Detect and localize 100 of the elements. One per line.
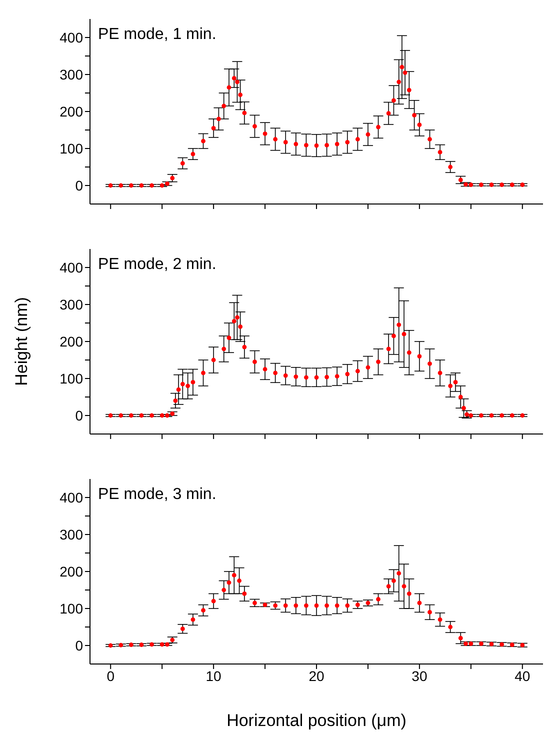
point [222,346,226,352]
point [226,580,232,585]
point [396,571,402,576]
x-tick-label: 30 [412,668,428,684]
y-tick-label: 0 [75,637,84,654]
chart-title: PE mode, 2 min. [98,256,216,274]
point [273,370,278,376]
point [180,382,185,386]
point [232,76,236,80]
point [406,88,412,92]
point [345,372,350,376]
point [235,80,240,84]
point [386,111,391,116]
point [232,318,236,324]
point [283,603,288,608]
point [201,608,206,613]
point [428,610,432,614]
point [283,373,288,378]
x-tick-label: 40 [514,668,530,684]
x-axis-title: Horizontal position (μm) [226,711,406,730]
point [392,98,396,103]
point [222,588,226,592]
y-tick-label: 200 [60,103,84,120]
point [304,375,308,380]
y-tick-label: 0 [75,407,84,424]
point [334,374,340,378]
point [222,104,226,108]
point [334,603,340,608]
point [262,367,268,372]
point [190,152,196,156]
chart-title: PE mode, 1 min. [98,26,216,44]
point [180,161,185,166]
y-tick-label: 300 [60,296,84,312]
x-tick-label: 20 [308,668,324,684]
point [252,360,257,364]
point [235,315,240,320]
point [334,142,340,146]
point [402,332,406,336]
y-tick-label: 300 [60,526,84,542]
point [216,116,221,122]
point [294,374,298,379]
point [396,80,402,84]
y-tick-label: 400 [60,259,84,276]
point [324,603,329,608]
point [242,344,247,350]
point [226,336,232,340]
chart-title: PE mode, 3 min. [98,486,216,504]
point [417,354,422,358]
point [386,346,391,352]
point [448,624,453,630]
y-tick-label: 200 [60,563,84,580]
point [238,324,243,329]
point [304,603,308,608]
point [273,137,278,142]
point [366,365,370,370]
point [226,85,232,90]
point [190,617,196,622]
point [242,592,247,596]
y-tick-label: 100 [60,370,84,386]
point [211,358,216,362]
point [406,592,412,596]
point [201,138,206,144]
point [294,142,298,146]
point [238,92,243,98]
point [180,626,185,632]
point [355,137,360,142]
point [294,603,298,608]
point [448,384,453,388]
point [262,132,268,136]
point [402,584,406,588]
point [428,137,432,142]
y-tick-label: 100 [60,140,84,156]
point [458,394,463,400]
point [448,164,453,170]
point [190,380,196,384]
point [252,124,257,128]
y-tick-label: 200 [60,333,84,350]
point [386,584,391,588]
point [406,350,412,355]
point [438,617,442,622]
point [428,362,432,366]
point [201,370,206,376]
point [232,573,236,578]
point [400,64,404,70]
point [345,603,350,608]
point [314,375,319,380]
point [417,122,422,128]
point [242,110,247,116]
point [211,126,216,130]
point [314,143,319,148]
point [211,598,216,604]
point [304,142,308,148]
point [173,398,178,403]
point [176,387,181,392]
point [402,70,408,75]
point [417,600,422,606]
point [438,370,442,376]
point [462,406,466,410]
point [392,334,396,338]
point [438,150,442,154]
